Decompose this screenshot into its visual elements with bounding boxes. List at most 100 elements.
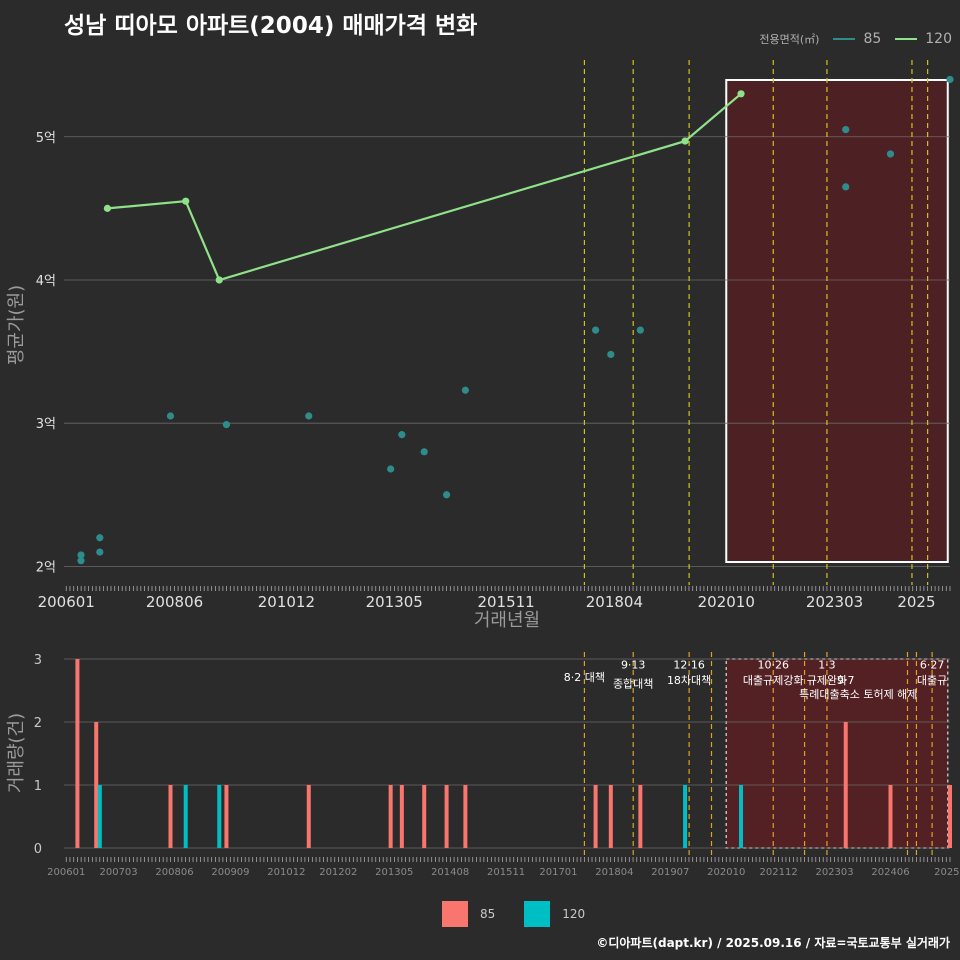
legend-swatch-120	[524, 901, 551, 927]
policy-annotation: 9·13	[621, 658, 646, 671]
data-point-120	[182, 197, 190, 205]
y-tick-label-volume: 1	[34, 779, 42, 794]
y-axis-title: 평균가(원)	[6, 285, 27, 365]
x-tick-label-volume: 20250	[934, 867, 960, 878]
legend-title: 전용면적(㎡)	[759, 33, 820, 46]
volume-bar-120	[183, 785, 188, 848]
y-tick-label-volume: 3	[34, 653, 42, 668]
x-tick-label-volume: 200601	[47, 867, 85, 878]
x-axis-title: 거래년월	[474, 610, 540, 631]
y-tick-label-volume: 0	[34, 842, 42, 857]
y-tick-label: 2억	[36, 560, 56, 575]
legend-area: 전용면적(㎡) 85 120	[759, 31, 952, 47]
x-tick-label: 201012	[258, 593, 315, 611]
policy-annotation: 12·16	[673, 658, 705, 671]
chart-title: 성남 띠아모 아파트(2004) 매매가격 변화	[64, 13, 478, 39]
data-point-85	[442, 491, 451, 499]
data-point-85	[842, 126, 850, 134]
volume-bar-85	[388, 785, 393, 848]
x-tick-label-volume: 202406	[871, 867, 909, 878]
x-tick-label-volume: 201305	[375, 867, 413, 878]
data-point-120	[681, 137, 689, 145]
volume-bar-120	[217, 785, 222, 848]
data-point-85	[636, 326, 644, 334]
policy-annotation: 종합대책	[613, 677, 653, 690]
data-point-85	[77, 557, 85, 565]
data-point-85	[387, 465, 395, 473]
legend-label-85: 85	[863, 31, 882, 47]
x-tick-label: 202303	[806, 593, 863, 611]
volume-bar-85	[224, 785, 229, 848]
volume-bar-85	[948, 785, 952, 848]
volume-bar-85	[593, 785, 598, 848]
policy-annotation: 대출규제강화	[743, 674, 804, 687]
data-point-85	[420, 448, 428, 456]
data-point-85	[398, 431, 406, 439]
legend-swatch-85	[442, 901, 468, 927]
legend-label-120: 120	[925, 31, 952, 47]
x-tick-label: 201804	[586, 593, 643, 611]
highlight-region-volume	[725, 658, 949, 849]
x-tick-label-volume: 201907	[651, 867, 689, 878]
volume-bar-120	[739, 785, 744, 848]
legend-line-120	[895, 38, 918, 40]
x-tick-label-volume: 201701	[539, 867, 577, 878]
volume-bar-85	[422, 785, 427, 848]
volume-bar-85	[888, 785, 893, 848]
y-tick-label: 4억	[36, 274, 56, 289]
x-tick-label: 2025	[897, 593, 935, 611]
data-point-85	[305, 412, 313, 420]
series-line-120	[107, 92, 742, 282]
x-tick-label: 201511	[477, 593, 534, 611]
x-tick-label-volume: 200806	[155, 867, 193, 878]
data-point-120	[103, 204, 112, 212]
x-tick-label-volume: 201804	[595, 867, 633, 878]
x-tick-label: 200601	[38, 593, 95, 611]
data-point-85	[592, 326, 600, 334]
policy-annotation: 18차대책	[667, 674, 711, 687]
footer-credit: ©디아파트(dapt.kr) / 2025.09.16 / 자료=국토교통부 실…	[596, 936, 950, 950]
volume-bar-85	[608, 785, 613, 848]
data-point-85	[77, 551, 85, 559]
data-point-85	[96, 548, 104, 556]
volume-bar-85	[399, 785, 404, 848]
x-tick-label-volume: 202010	[707, 867, 745, 878]
x-tick-label-volume: 201511	[487, 867, 525, 878]
volume-bar-85	[843, 722, 848, 848]
data-point-120	[215, 276, 223, 284]
x-tick-label-volume: 201202	[319, 867, 357, 878]
policy-annotation: 10·26	[757, 658, 789, 671]
highlight-region	[725, 79, 949, 563]
volume-bar-85	[168, 785, 173, 848]
volume-bar-85	[306, 785, 311, 848]
x-tick-label-volume: 201408	[431, 867, 469, 878]
volume-bar-85	[463, 785, 468, 848]
volume-bar-85	[638, 785, 643, 848]
policy-annotation: 특례대출축소 토허제 해제	[799, 687, 917, 701]
policy-annotation: 8·2 대책	[564, 671, 605, 684]
data-point-85	[842, 183, 850, 191]
data-point-85	[96, 534, 104, 542]
policy-annotation: 9·7	[837, 674, 855, 687]
data-point-85	[222, 421, 231, 429]
x-tick-label-volume: 202112	[760, 867, 798, 878]
policy-annotation: 1·3	[818, 658, 836, 671]
y-tick-label: 3억	[36, 417, 56, 432]
y-axis-title-volume: 거래량(건)	[6, 713, 27, 793]
x-tick-label-volume: 201012	[267, 867, 305, 878]
data-point-85	[607, 350, 615, 359]
x-tick-label-volume: 200703	[99, 867, 137, 878]
data-point-85	[461, 386, 469, 394]
x-tick-label-volume: 200909	[211, 867, 249, 878]
legend-volume: 85 120	[442, 901, 585, 927]
legend-line-85	[833, 38, 856, 40]
policy-annotation: 규제완화	[807, 674, 847, 687]
data-point-85	[886, 150, 895, 158]
y-tick-label-volume: 2	[34, 716, 42, 731]
x-tick-label: 202010	[698, 593, 755, 611]
x-tick-label: 200806	[146, 593, 203, 611]
data-point-85	[166, 412, 175, 420]
data-point-85	[946, 75, 954, 84]
y-tick-label: 5억	[36, 131, 56, 146]
